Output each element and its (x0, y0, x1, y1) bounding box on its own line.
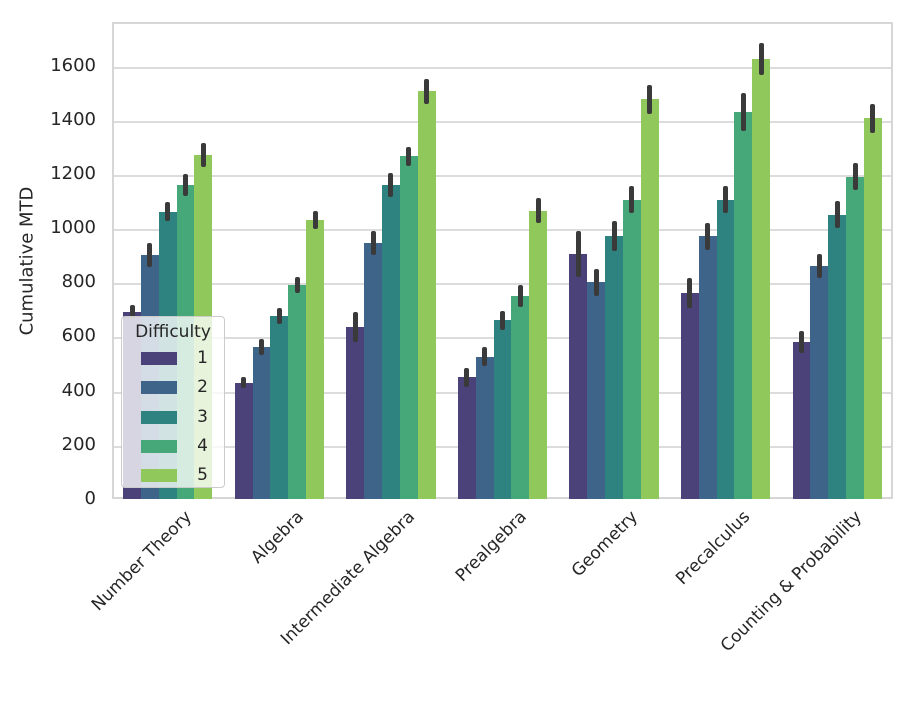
bar-precalculus-difficulty-3 (716, 199, 735, 499)
legend-swatch-4 (141, 439, 177, 453)
error-bar (799, 331, 804, 353)
bar-intermediate-algebra-difficulty-1 (346, 326, 365, 499)
bar-counting-probability-difficulty-5 (863, 118, 882, 499)
bar-prealgebra-difficulty-5 (529, 210, 548, 499)
legend-swatch-3 (141, 410, 177, 424)
bar-intermediate-algebra-difficulty-5 (417, 91, 436, 499)
y-tick-label-800: 800 (61, 271, 96, 293)
bar-prealgebra-difficulty-3 (493, 320, 512, 499)
x-tick-label-number-theory: Number Theory (87, 507, 196, 616)
bar-geometry-difficulty-3 (605, 236, 624, 499)
error-bar (200, 142, 206, 168)
legend-label-5: 5 (197, 465, 208, 486)
bar-prealgebra-difficulty-2 (475, 356, 494, 499)
error-bar (816, 253, 822, 279)
error-bar (424, 79, 430, 104)
error-bar (535, 198, 541, 223)
bar-intermediate-algebra-difficulty-2 (364, 243, 383, 499)
y-tick-label-0: 0 (84, 488, 96, 509)
error-bar (352, 312, 358, 342)
bar-counting-probability-difficulty-2 (810, 266, 829, 499)
bar-algebra-difficulty-1 (234, 382, 253, 499)
error-bar (705, 222, 711, 250)
bar-geometry-difficulty-1 (569, 253, 588, 499)
error-bar (593, 268, 599, 296)
y-tick-label-200: 200 (61, 433, 96, 455)
error-bar (834, 201, 840, 229)
bar-counting-probability-difficulty-4 (846, 176, 865, 499)
gridline-1400 (114, 120, 891, 123)
error-bar (129, 305, 135, 319)
y-axis-label: Cumulative MTD (16, 186, 38, 335)
error-bar (687, 278, 693, 309)
error-bar (647, 84, 653, 115)
bar-algebra-difficulty-5 (306, 220, 325, 499)
error-bar (611, 221, 617, 252)
legend-swatch-5 (141, 469, 177, 483)
bar-algebra-difficulty-4 (288, 285, 307, 499)
gridline-1600 (114, 66, 891, 69)
error-bar (740, 92, 746, 131)
error-bar (294, 276, 300, 294)
error-bar (312, 210, 318, 230)
bar-precalculus-difficulty-4 (734, 111, 753, 499)
bar-intermediate-algebra-difficulty-3 (381, 184, 400, 499)
x-tick-label-geometry: Geometry (568, 507, 643, 582)
error-bar (629, 186, 635, 214)
bar-counting-probability-difficulty-3 (828, 214, 847, 499)
error-bar (406, 146, 412, 166)
gridline-1000 (114, 229, 891, 232)
bar-geometry-difficulty-5 (640, 99, 659, 499)
bar-algebra-difficulty-2 (252, 347, 271, 499)
error-bar (758, 42, 764, 76)
legend-label-3: 3 (197, 406, 208, 427)
bar-precalculus-difficulty-2 (698, 236, 717, 499)
error-bar (165, 202, 171, 222)
bar-geometry-difficulty-4 (622, 199, 641, 499)
gridline-1200 (114, 174, 891, 177)
bar-prealgebra-difficulty-1 (457, 377, 476, 499)
error-bar (723, 186, 729, 214)
bar-precalculus-difficulty-1 (680, 293, 699, 499)
legend-swatch-2 (141, 381, 177, 395)
gridline-800 (114, 283, 891, 286)
error-bar (388, 172, 394, 197)
error-bar (852, 163, 858, 191)
error-bar (517, 285, 523, 307)
error-bar (183, 173, 189, 196)
bar-precalculus-difficulty-5 (752, 58, 771, 499)
error-bar (259, 339, 264, 356)
bar-prealgebra-difficulty-4 (511, 295, 530, 499)
bar-geometry-difficulty-2 (587, 282, 606, 499)
y-tick-label-1200: 1200 (50, 162, 96, 184)
error-bar (870, 103, 876, 134)
bar-algebra-difficulty-3 (270, 316, 289, 499)
error-bar (147, 243, 153, 268)
legend-label-4: 4 (197, 435, 208, 456)
error-bar (241, 377, 247, 388)
error-bar (464, 367, 470, 387)
y-tick-label-1600: 1600 (50, 54, 96, 76)
error-bar (575, 230, 581, 277)
y-tick-label-400: 400 (61, 379, 96, 401)
x-tick-label-algebra: Algebra (246, 507, 308, 568)
error-bar (370, 230, 376, 256)
legend-label-2: 2 (197, 377, 208, 398)
y-tick-label-600: 600 (61, 325, 96, 347)
x-tick-label-precalculus: Precalculus (671, 507, 754, 590)
x-tick-label-prealgebra: Prealgebra (451, 507, 531, 586)
bar-intermediate-algebra-difficulty-4 (399, 156, 418, 499)
error-bar (276, 308, 282, 325)
error-bar (500, 310, 505, 330)
error-bar (482, 347, 488, 367)
y-tick-label-1000: 1000 (50, 217, 96, 239)
legend-label-1: 1 (197, 348, 208, 368)
bar-counting-probability-difficulty-1 (792, 341, 811, 499)
y-tick-label-1400: 1400 (50, 108, 96, 130)
legend-swatch-1 (141, 352, 177, 365)
legend: Difficulty 1 2 3 4 5 (121, 316, 225, 488)
legend-title: Difficulty (135, 322, 211, 342)
